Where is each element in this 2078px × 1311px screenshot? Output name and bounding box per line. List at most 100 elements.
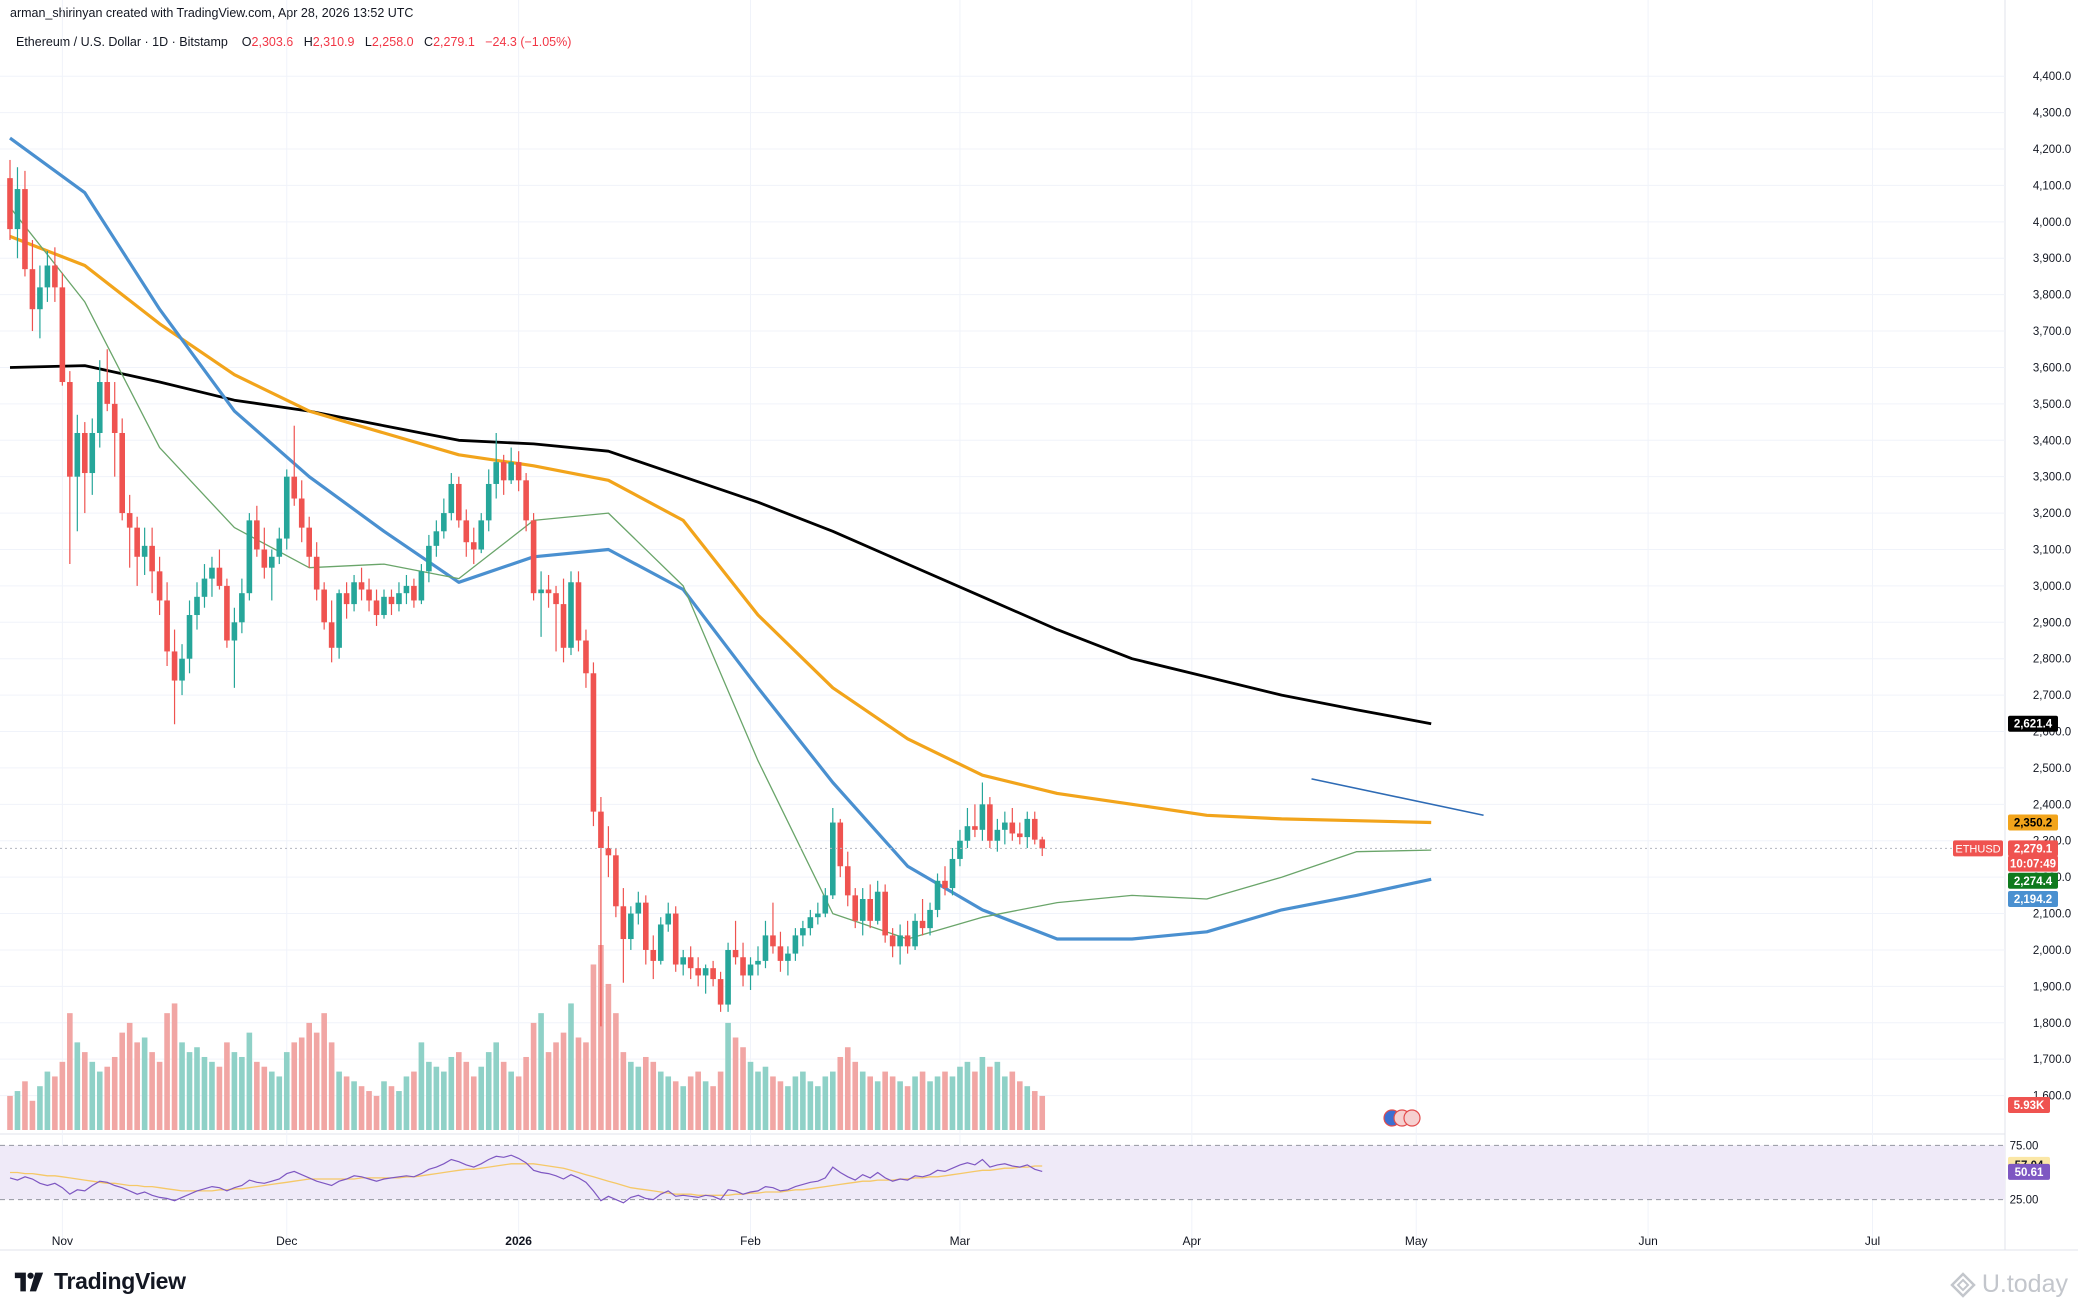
candle-body	[433, 531, 440, 546]
candle-body	[485, 483, 492, 521]
candle	[964, 807, 971, 849]
time-tick-label: Apr	[1182, 1234, 1201, 1248]
candle	[201, 564, 208, 608]
volume-bar	[912, 1076, 918, 1130]
candle-body	[687, 957, 694, 969]
candle-body	[111, 403, 118, 433]
candle-body	[815, 913, 821, 918]
volume-bar	[844, 1047, 851, 1130]
price-tick-label: 4,200.0	[2033, 144, 2071, 156]
volume-bar	[657, 1071, 664, 1130]
candle	[298, 480, 305, 543]
candle	[740, 942, 746, 987]
candle	[328, 600, 335, 663]
candle-body	[553, 593, 559, 605]
candle-body	[657, 924, 664, 961]
candle-body	[807, 917, 814, 929]
candle	[396, 582, 402, 612]
candle	[74, 414, 81, 532]
candle	[747, 957, 754, 991]
candle-body	[844, 866, 851, 896]
volume-bar	[807, 1081, 814, 1130]
volume-bar	[224, 1042, 230, 1130]
candle-body	[470, 542, 477, 550]
price-label-text: 2,350.2	[2014, 817, 2052, 829]
candle	[725, 942, 731, 1012]
volume-bar	[695, 1071, 701, 1130]
close-label: C	[424, 35, 434, 49]
volume-bar	[545, 1052, 552, 1130]
tradingview-logo-icon	[14, 1272, 44, 1291]
candle-body	[500, 462, 507, 481]
candle-body	[298, 498, 305, 528]
candle-body	[358, 582, 365, 590]
candle-body	[568, 582, 574, 648]
candle	[732, 920, 739, 965]
watermark-text: U.today	[1981, 1270, 2068, 1298]
candle	[949, 848, 956, 896]
volume-bar	[762, 1066, 769, 1130]
price-label-box	[2008, 814, 2058, 831]
symbol-title[interactable]: Ethereum / U.S. Dollar · 1D · Bitstamp	[16, 35, 228, 49]
volume-bar	[388, 1086, 395, 1130]
candle-body	[216, 567, 223, 586]
volume-bar	[613, 1013, 619, 1130]
candle-body	[149, 545, 155, 572]
candle-body	[179, 658, 185, 681]
candle-body	[29, 269, 36, 310]
volume-bar	[418, 1042, 425, 1130]
candle-body	[964, 826, 971, 841]
candle	[590, 662, 597, 827]
candle-body	[672, 913, 679, 965]
candle	[897, 924, 903, 965]
volume-bar	[710, 1086, 716, 1130]
candle-body	[912, 920, 918, 947]
rsi-ma-line	[10, 1163, 1043, 1196]
volume-bar	[889, 1076, 896, 1130]
volume-bar	[964, 1061, 971, 1130]
price-chart[interactable]: 1,600.01,700.01,800.01,900.02,000.02,100…	[0, 0, 2078, 1260]
candle-body	[328, 622, 335, 648]
candle	[807, 909, 814, 936]
candle-body	[104, 382, 111, 404]
tradingview-brand[interactable]: TradingView	[12, 1268, 186, 1295]
candle	[553, 585, 559, 652]
volume-bar	[149, 1052, 155, 1130]
candle	[650, 935, 657, 980]
volume-bar	[882, 1071, 888, 1130]
candle	[815, 902, 821, 925]
volume-bar	[904, 1086, 911, 1130]
volume-bar	[96, 1071, 103, 1130]
volume-label-text: 5.93K	[2014, 1100, 2045, 1112]
volume-bar	[231, 1052, 238, 1130]
volume-bar	[859, 1071, 866, 1130]
candle-body	[231, 622, 238, 641]
candle-body	[695, 968, 701, 976]
candle	[67, 371, 73, 565]
volume-bar	[261, 1066, 268, 1130]
volume-bar	[433, 1066, 440, 1130]
candle	[463, 509, 470, 557]
candle-body	[126, 513, 133, 528]
volume-bar	[351, 1081, 357, 1130]
time-tick-label: Dec	[276, 1234, 297, 1248]
candle-body	[156, 571, 163, 601]
price-tick-label: 2,000.0	[2033, 945, 2071, 957]
candle	[52, 247, 58, 302]
volume-bar	[643, 1056, 649, 1130]
price-label-box	[2008, 840, 2058, 857]
candle-body	[628, 913, 634, 940]
price-tick-label: 3,000.0	[2033, 581, 2071, 593]
candle	[111, 382, 118, 477]
candle	[598, 797, 604, 1027]
candle	[470, 527, 477, 565]
candle-body	[269, 556, 275, 568]
candle	[852, 888, 859, 929]
volume-bar	[291, 1042, 298, 1130]
candle-body	[613, 855, 619, 907]
volume-bar	[441, 1071, 447, 1130]
volume-bar	[134, 1042, 140, 1130]
candle-body	[239, 593, 245, 623]
volume-bar	[792, 1076, 799, 1130]
price-axis: 1,600.01,700.01,800.01,900.02,000.02,100…	[2033, 71, 2071, 1102]
